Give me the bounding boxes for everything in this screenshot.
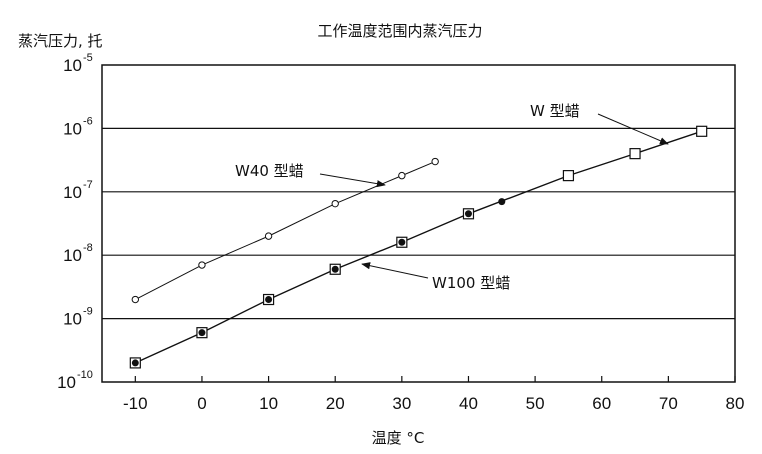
chart-title: 工作温度范围内蒸汽压力 — [317, 22, 482, 40]
x-tick-label: 70 — [659, 394, 678, 413]
w100-filled-marker — [131, 359, 139, 367]
w40-open-marker — [398, 171, 406, 180]
w100-annotation: W100 型蜡 — [432, 274, 510, 292]
w-line — [135, 130, 702, 364]
w40-open-marker — [331, 199, 339, 208]
w-square-marker — [696, 125, 708, 137]
y-tick-base: 10 — [57, 373, 76, 392]
w40-annotation: W40 型蜡 — [235, 162, 304, 180]
series-annotations: W40 型蜡 W100 型蜡 W 型蜡 — [235, 102, 669, 292]
x-axis-label: 温度 °C — [372, 429, 425, 447]
w100-filled-marker — [198, 329, 206, 337]
x-tick-labels: -10 0 10 20 30 40 50 60 70 80 — [123, 376, 744, 413]
w40-open-marker — [198, 261, 206, 269]
y-axis-label: 蒸汽压力, 托 — [18, 32, 103, 50]
y-tick-base: 10 — [63, 183, 82, 202]
plot-frame — [101, 64, 736, 383]
y-tick-labels: 10-510-610-710-810-910-10 — [57, 52, 93, 392]
y-tick-exponent: -8 — [83, 242, 93, 254]
w40-arrow — [319, 173, 386, 188]
y-tick-exponent: -7 — [83, 179, 93, 191]
w-square-marker — [629, 148, 641, 160]
y-tick-base: 10 — [63, 56, 82, 75]
w40-open-marker — [131, 295, 140, 304]
w100-filled-marker — [265, 296, 273, 304]
x-tick-label: 0 — [197, 394, 206, 413]
y-tick-exponent: -10 — [77, 369, 93, 381]
y-tick-exponent: -6 — [83, 115, 93, 127]
w100-filled-marker — [398, 238, 406, 246]
y-tick-exponent: -9 — [83, 306, 93, 318]
y-tick-base: 10 — [63, 246, 82, 265]
x-tick-label: -10 — [123, 394, 148, 413]
w-arrow — [597, 113, 669, 145]
x-tick-label: 30 — [392, 394, 411, 413]
w-annotation: W 型蜡 — [530, 102, 580, 120]
y-tick-base: 10 — [63, 119, 82, 138]
gridlines — [102, 127, 735, 320]
x-tick-label: 80 — [726, 394, 745, 413]
w40-line — [135, 161, 436, 300]
x-tick-label: 60 — [592, 394, 611, 413]
w40-open-marker — [431, 157, 439, 166]
series-lines — [135, 130, 702, 364]
y-tick-base: 10 — [63, 310, 82, 329]
w40-open-marker — [264, 232, 273, 240]
x-tick-label: 50 — [526, 394, 545, 413]
y-tick-exponent: -5 — [83, 52, 93, 64]
w100-filled-marker — [331, 265, 339, 273]
x-tick-label: 10 — [259, 394, 278, 413]
w100-filled-marker — [498, 198, 506, 206]
w-square-marker — [562, 170, 575, 182]
w100-filled-marker — [464, 210, 472, 218]
series-markers — [129, 125, 708, 369]
x-tick-label: 20 — [326, 394, 345, 413]
w100-arrow — [361, 262, 429, 279]
x-tick-label: 40 — [459, 394, 478, 413]
